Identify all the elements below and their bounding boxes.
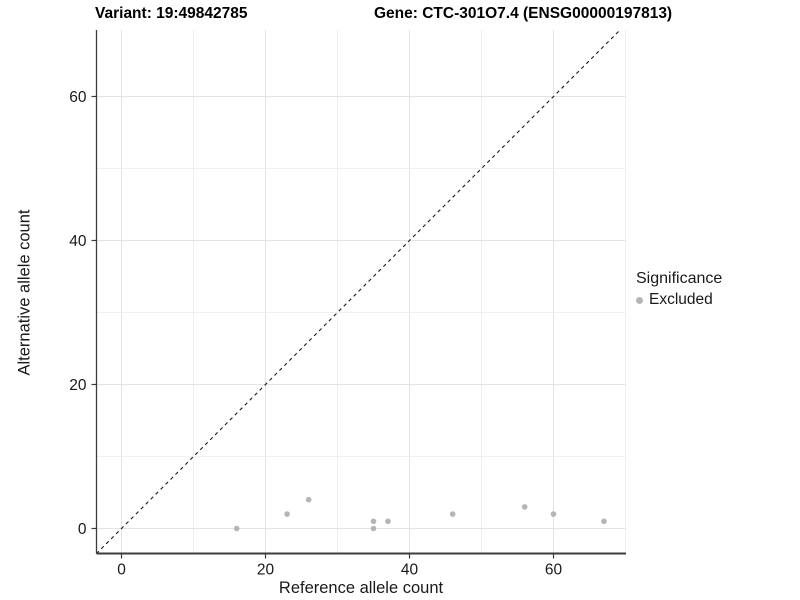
- data-point: [521, 504, 528, 510]
- excluded-dot-icon: [636, 296, 643, 304]
- legend-item-excluded: Excluded: [636, 291, 722, 309]
- x-tick-label: 0: [117, 562, 126, 579]
- data-point: [305, 496, 312, 503]
- x-tick-label: 60: [545, 562, 563, 579]
- data-point: [550, 511, 557, 517]
- data-point: [370, 518, 377, 525]
- y-tick-label: 20: [69, 377, 87, 394]
- y-tick-label: 0: [78, 521, 87, 538]
- data-point: [601, 518, 607, 525]
- identity-line: [95, 29, 621, 555]
- gene-title: Gene: CTC-301O7.4 (ENSG00000197813): [374, 5, 673, 22]
- data-point: [449, 511, 456, 517]
- data-point: [233, 525, 240, 532]
- y-tick-label: 60: [69, 89, 87, 106]
- x-tick-label: 40: [401, 562, 419, 579]
- data-point: [385, 518, 391, 525]
- x-axis-title: Reference allele count: [278, 579, 444, 597]
- y-tick-label: 40: [69, 233, 87, 250]
- legend-title: Significance: [636, 270, 723, 287]
- data-point: [284, 511, 290, 517]
- y-axis-title: Alternative allele count: [15, 209, 34, 376]
- variant-title: Variant: 19:49842785: [95, 5, 248, 22]
- x-tick-label: 20: [257, 562, 275, 579]
- legend-item-label: Excluded: [649, 291, 713, 308]
- legend: Significance Excluded: [636, 270, 722, 309]
- data-point: [370, 525, 377, 532]
